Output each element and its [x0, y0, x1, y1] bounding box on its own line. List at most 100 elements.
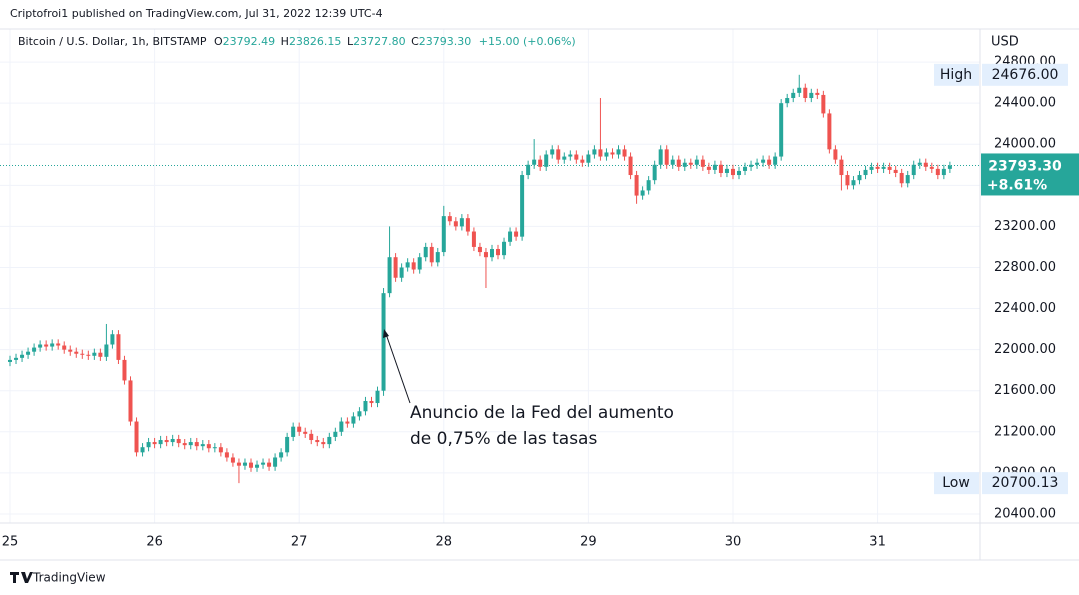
last-change: +8.61% — [987, 177, 1047, 193]
y-axis-label: USD — [991, 35, 1019, 50]
candle-body — [682, 162, 687, 167]
legend-label: H — [281, 35, 289, 48]
candle-body — [194, 442, 199, 447]
candle-body — [20, 354, 25, 358]
logo — [10, 572, 33, 583]
candle-body — [604, 152, 609, 157]
candle-body — [261, 462, 266, 465]
candle-body — [116, 334, 121, 360]
candle-body — [917, 162, 922, 165]
x-tick-label: 29 — [580, 535, 597, 550]
candle-body — [62, 345, 67, 350]
candle-body — [706, 166, 711, 170]
candle-body — [345, 421, 350, 424]
legend-label: C — [411, 35, 419, 48]
candle-body — [544, 154, 549, 167]
y-tick-label: 22400.00 — [994, 301, 1056, 316]
candle-body — [32, 347, 37, 352]
candle-body — [74, 351, 79, 354]
candle-body — [44, 344, 49, 347]
candle-body — [447, 216, 452, 222]
candle-body — [556, 149, 561, 160]
x-tick-label: 30 — [725, 535, 742, 550]
legend-label: L — [347, 35, 354, 48]
candle-body — [881, 166, 886, 169]
candle-body — [568, 154, 573, 157]
candle-body — [297, 426, 302, 432]
arrow-head — [383, 329, 389, 338]
legend-value: 23793.30 — [419, 35, 472, 48]
candle-body — [140, 447, 145, 453]
candle-body — [26, 351, 31, 355]
candle-body — [303, 431, 308, 434]
candle-body — [640, 190, 645, 196]
candle-body — [538, 159, 543, 167]
candle-body — [38, 344, 43, 348]
y-tick-label: 23200.00 — [994, 219, 1056, 234]
candle-body — [923, 162, 928, 167]
candle-body — [411, 262, 416, 270]
candle-body — [652, 164, 657, 181]
candles — [8, 74, 952, 484]
candle-body — [248, 462, 253, 468]
marker-label-box — [934, 63, 979, 86]
candle-body — [947, 165, 952, 169]
legend: Bitcoin / U.S. Dollar, 1h, BITSTAMP O237… — [18, 35, 576, 48]
y-tick-label: 22800.00 — [994, 260, 1056, 275]
candle-body — [694, 159, 699, 165]
candle-body — [562, 156, 567, 160]
candle-body — [267, 462, 272, 467]
y-tick-label: 21200.00 — [994, 424, 1056, 439]
candle-body — [405, 262, 410, 268]
marker-price-box — [982, 472, 1068, 495]
candle-body — [821, 94, 826, 114]
candle-body — [206, 444, 211, 449]
candle-body — [315, 440, 320, 443]
candle-body — [718, 164, 723, 173]
candle-body — [110, 334, 115, 345]
candle-body — [176, 438, 181, 444]
candle-body — [592, 149, 597, 155]
candle-body — [520, 175, 525, 237]
candle-body — [773, 156, 778, 165]
candle-body — [550, 149, 555, 155]
candle-body — [375, 390, 380, 404]
marker-label: Low — [942, 475, 970, 491]
y-tick-label: 21600.00 — [994, 383, 1056, 398]
candle-body — [737, 170, 742, 176]
candle-body — [399, 267, 404, 278]
candle-body — [381, 293, 386, 391]
legend-label: O — [214, 35, 223, 48]
candle-body — [610, 152, 615, 155]
candle-body — [122, 359, 127, 381]
candle-body — [50, 343, 55, 347]
candle-body — [441, 216, 446, 253]
candle-body — [489, 248, 494, 258]
candle-body — [887, 166, 892, 170]
candle-body — [869, 166, 874, 170]
candle-body — [146, 442, 151, 448]
candle-body — [273, 457, 278, 467]
candle-body — [496, 248, 501, 256]
candle-body — [899, 172, 904, 184]
candle-body — [941, 168, 946, 176]
candle-body — [86, 354, 91, 356]
candle-body — [670, 159, 675, 165]
x-tick-label: 25 — [2, 535, 19, 550]
annotation-line: Anuncio de la Fed del aumento — [410, 403, 674, 423]
candle-body — [851, 180, 856, 186]
candle-body — [327, 436, 332, 445]
candle-body — [875, 166, 880, 169]
candle-body — [743, 166, 748, 171]
candle-body — [532, 159, 537, 165]
candle-body — [357, 411, 362, 417]
candle-body — [80, 353, 85, 355]
candle-body — [128, 380, 133, 422]
legend-value: 23792.49 — [223, 35, 276, 48]
candle-body — [333, 431, 338, 437]
candle-body — [658, 149, 663, 165]
candle-body — [321, 442, 326, 445]
candle-body — [98, 352, 103, 357]
candle-body — [285, 436, 290, 453]
